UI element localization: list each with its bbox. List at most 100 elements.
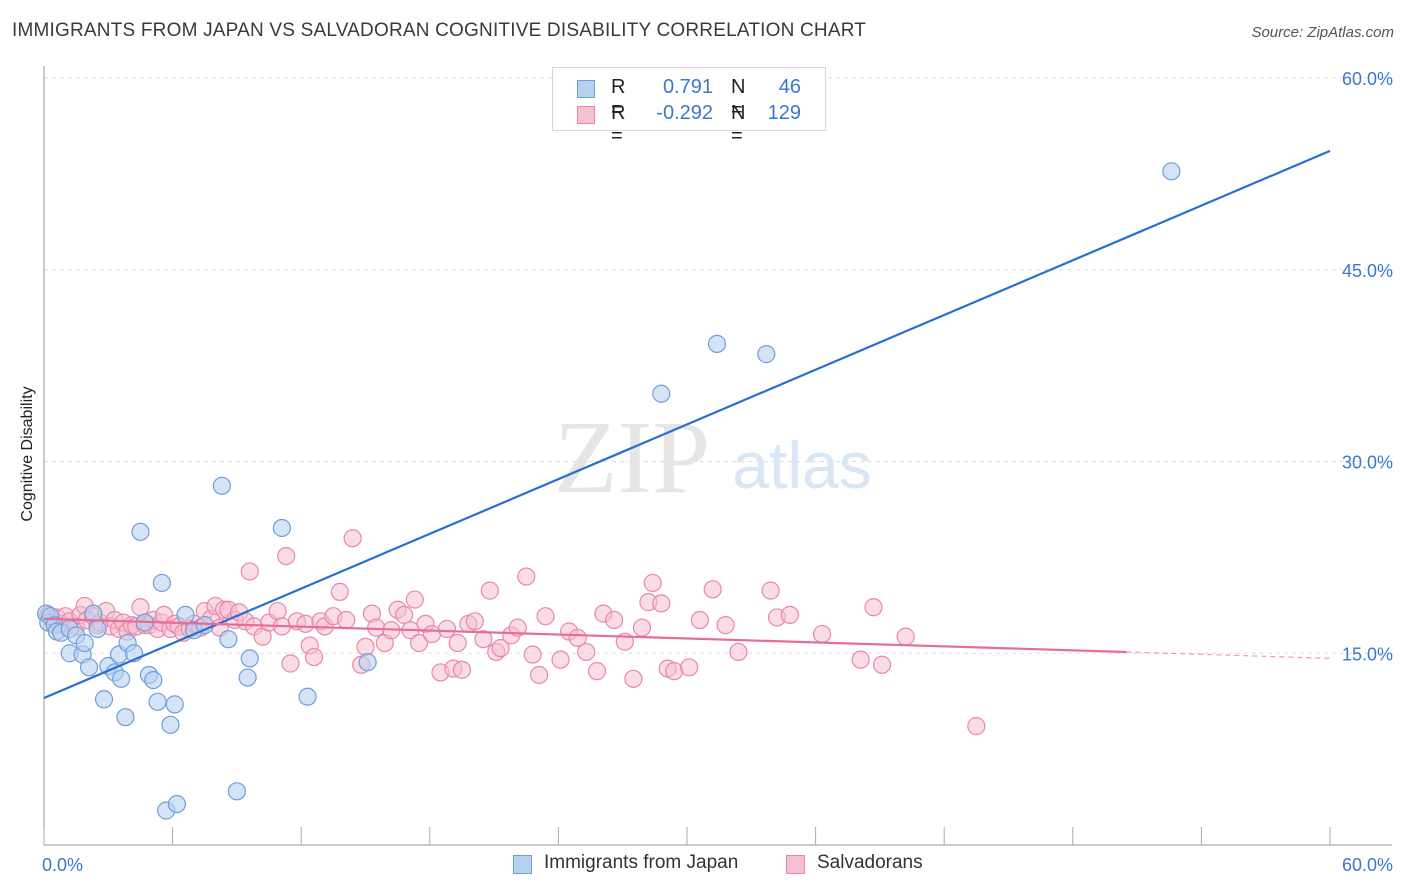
bottom-label-salvadorans: Salvadorans <box>817 852 923 873</box>
legend-n-value: 129 <box>767 102 801 124</box>
salvadorans-point <box>703 580 722 599</box>
salvadorans-point <box>568 628 587 648</box>
legend-n-value: 46 <box>778 76 801 98</box>
salvadorans-point <box>680 658 699 677</box>
salvadorans-point <box>587 662 607 681</box>
salvadorans-point <box>551 650 570 669</box>
bottom-label-japan: Immigrants from Japan <box>544 852 739 873</box>
salvadorans-point <box>277 546 296 566</box>
salvadorans-point <box>304 647 324 667</box>
y-tick-label: 15.0% <box>1342 644 1393 664</box>
legend-swatch-japan <box>577 80 595 98</box>
salvadorans-point <box>491 639 510 658</box>
y-tick-label: 30.0% <box>1342 453 1393 473</box>
legend-r-label: R = <box>611 102 626 147</box>
salvadorans-point <box>480 581 499 600</box>
salvadorans-point <box>967 717 986 736</box>
y-tick-label: 60.0% <box>1342 69 1393 89</box>
japan-point <box>94 690 114 709</box>
tick-labels: 15.0% 30.0% 45.0% 60.0% 0.0% 60.0% <box>42 69 1393 875</box>
salvadorans-point <box>643 573 662 593</box>
salvadorans-point <box>605 610 624 630</box>
legend-r-label: R = <box>611 76 626 121</box>
salvadorans-point <box>872 655 892 674</box>
legend-r-value: 0.791 <box>662 76 713 98</box>
japan-point <box>272 518 292 538</box>
salvadorans-point <box>268 601 287 621</box>
salvadorans-point <box>394 605 414 625</box>
bottom-swatch-japan <box>513 855 532 874</box>
salvadorans-point <box>690 610 709 630</box>
salvadorans-point <box>812 624 832 644</box>
japan-point <box>707 334 727 353</box>
salvadorans-point <box>474 630 493 649</box>
japan-point <box>131 522 150 541</box>
salvadorans-point <box>864 598 883 617</box>
japan-point <box>148 692 167 711</box>
salvadorans-point <box>448 633 467 653</box>
japan-point <box>144 670 163 690</box>
japan-point <box>167 794 186 814</box>
x-tick-label: 0.0% <box>42 855 83 875</box>
japan-point <box>176 605 195 625</box>
watermark-zip: ZIP <box>554 400 710 515</box>
salvadorans-point <box>632 618 652 637</box>
japan-point <box>240 649 259 668</box>
salvadorans-point <box>465 612 484 631</box>
japan-point <box>227 782 246 801</box>
salvadorans-trend-line <box>43 617 1127 654</box>
salvadorans-point <box>761 581 780 600</box>
japan-point <box>161 715 180 734</box>
salvadorans-point <box>240 562 259 581</box>
legend-n-label: N = <box>731 102 746 147</box>
salvadorans-trend-extension <box>1126 651 1331 659</box>
salvadorans-point <box>437 619 457 639</box>
salvadorans-point <box>452 660 472 679</box>
legend-r-value: -0.292 <box>656 102 713 124</box>
japan-point <box>1162 162 1181 181</box>
watermark: ZIP atlas <box>554 400 872 515</box>
axes <box>43 66 1392 846</box>
salvadorans-point <box>851 650 870 669</box>
japan-point <box>358 653 377 672</box>
salvadorans-point <box>536 607 555 626</box>
salvadorans-point <box>624 669 643 688</box>
salvadorans-point <box>780 605 799 625</box>
correlation-legend: R = 0.791 N = 46 R = -0.292 N = 129 <box>552 67 826 147</box>
trend-lines <box>43 149 1331 700</box>
japan-point <box>75 633 94 653</box>
salvadorans-point <box>729 642 748 662</box>
salvadorans-point <box>523 645 542 664</box>
japan-trend-line <box>43 149 1331 700</box>
salvadorans-point <box>281 654 300 673</box>
japan-point <box>652 384 671 403</box>
salvadorans-point <box>652 594 671 613</box>
salvadorans-point <box>517 567 536 586</box>
japan-point <box>757 345 776 364</box>
watermark-atlas: atlas <box>732 428 871 502</box>
salvadorans-point <box>665 662 684 681</box>
salvadorans-point <box>508 618 527 637</box>
japan-point <box>238 668 257 687</box>
japan-point <box>165 695 184 714</box>
salvadorans-point <box>337 610 356 630</box>
japan-point <box>298 687 317 706</box>
source-credit: Source: ZipAtlas.com <box>1251 24 1394 41</box>
salvadorans-point <box>577 642 596 662</box>
legend-n-label: N = <box>731 76 746 121</box>
x-tick-label: 60.0% <box>1342 855 1393 875</box>
salvadorans-point <box>530 665 549 685</box>
japan-point <box>116 708 135 727</box>
salvadorans-point <box>330 582 349 601</box>
japan-point <box>152 573 171 593</box>
salvadorans-point <box>405 590 424 609</box>
salvadorans-point <box>131 598 150 617</box>
japan-point <box>112 669 131 688</box>
japan-point <box>219 630 238 649</box>
salvadorans-point <box>356 637 375 656</box>
legend-swatch-salvadorans <box>577 106 595 124</box>
salvadorans-point <box>716 616 735 635</box>
bottom-swatch-salvadorans <box>786 855 805 874</box>
japan-point <box>212 476 231 495</box>
